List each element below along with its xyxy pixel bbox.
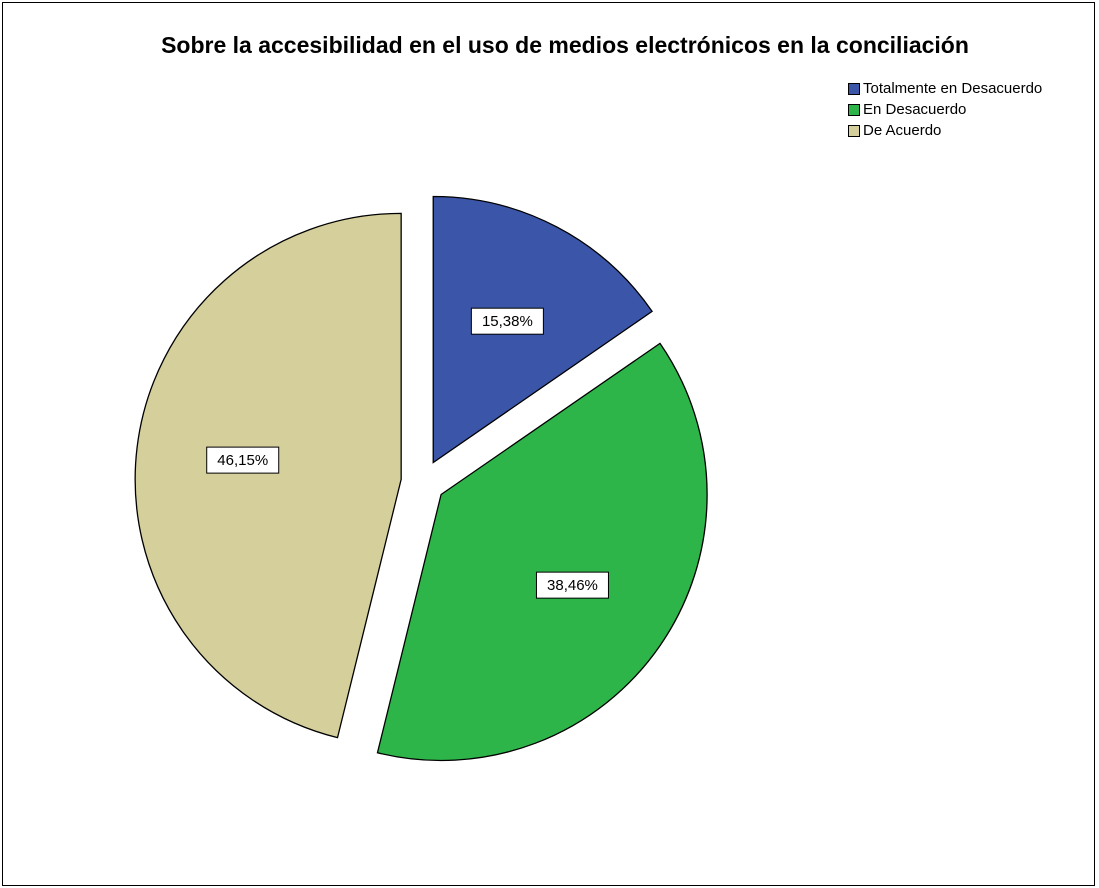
legend-item-en-desacuerdo: En Desacuerdo — [848, 99, 1042, 120]
pie-slice-en-desacuerdo — [376, 342, 708, 762]
data-label-totalmente-en-desacuerdo: 15,38% — [470, 307, 544, 335]
legend: Totalmente en Desacuerdo En Desacuerdo D… — [848, 78, 1042, 141]
legend-item-totalmente-en-desacuerdo: Totalmente en Desacuerdo — [848, 78, 1042, 99]
legend-swatch-en-desacuerdo — [848, 103, 860, 116]
data-label-box — [206, 446, 280, 474]
data-label-text: 46,15% — [217, 452, 268, 469]
chart-title: Sobre la accesibilidad en el uso de medi… — [161, 32, 969, 58]
legend-item-de-acuerdo: De Acuerdo — [848, 120, 1042, 141]
legend-label-totalmente-en-desacuerdo: Totalmente en Desacuerdo — [863, 80, 1043, 97]
data-label-box — [470, 307, 544, 335]
legend-label-en-desacuerdo: En Desacuerdo — [863, 101, 967, 118]
legend-label-de-acuerdo: De Acuerdo — [863, 122, 942, 139]
data-label-text: 38,46% — [547, 577, 598, 594]
legend-swatch-totalmente-en-desacuerdo — [848, 82, 860, 95]
data-label-en-desacuerdo: 38,46% — [535, 571, 609, 599]
pie-slice-de-acuerdo — [134, 212, 402, 739]
data-label-de-acuerdo: 46,15% — [206, 446, 280, 474]
data-label-text: 15,38% — [482, 313, 533, 330]
data-label-box — [535, 571, 609, 599]
legend-swatch-de-acuerdo — [848, 124, 860, 137]
